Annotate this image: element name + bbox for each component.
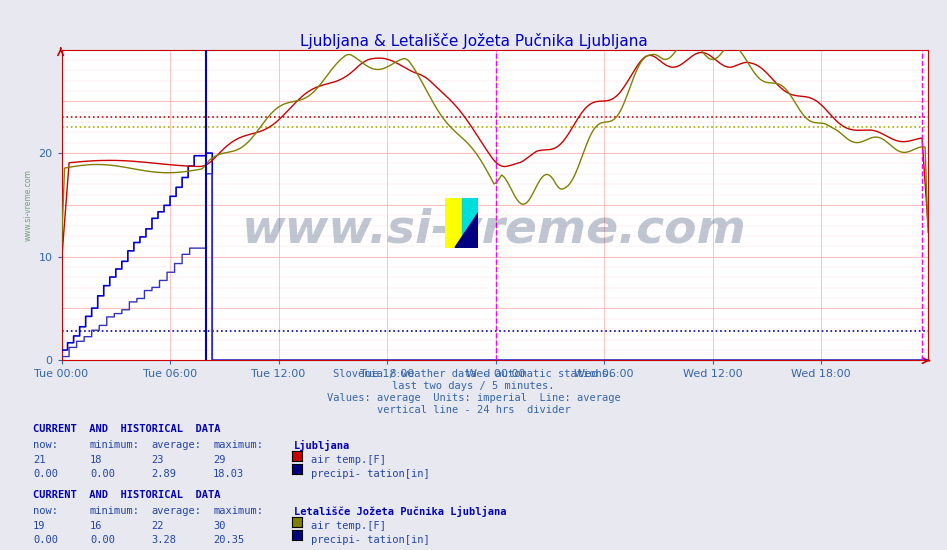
Text: 3.28: 3.28 xyxy=(152,535,176,544)
Text: 0.00: 0.00 xyxy=(33,469,58,478)
Text: vertical line - 24 hrs  divider: vertical line - 24 hrs divider xyxy=(377,405,570,415)
Text: average:: average: xyxy=(152,506,202,516)
Text: CURRENT  AND  HISTORICAL  DATA: CURRENT AND HISTORICAL DATA xyxy=(33,424,221,433)
Text: minimum:: minimum: xyxy=(90,506,140,516)
Text: precipi- tation[in]: precipi- tation[in] xyxy=(311,535,429,544)
Text: Letališče Jožeta Pučnika Ljubljana: Letališče Jožeta Pučnika Ljubljana xyxy=(294,506,506,517)
Text: www.si-vreme.com: www.si-vreme.com xyxy=(24,169,33,241)
Text: 2.89: 2.89 xyxy=(152,469,176,478)
Text: maximum:: maximum: xyxy=(213,506,263,516)
Text: Values: average  Units: imperial  Line: average: Values: average Units: imperial Line: av… xyxy=(327,393,620,403)
Text: precipi- tation[in]: precipi- tation[in] xyxy=(311,469,429,478)
Text: 18.03: 18.03 xyxy=(213,469,244,478)
Text: Slovenia / weather data - automatic stations.: Slovenia / weather data - automatic stat… xyxy=(333,368,614,378)
Text: 21: 21 xyxy=(33,455,45,465)
Text: minimum:: minimum: xyxy=(90,440,140,450)
Text: 18: 18 xyxy=(90,455,102,465)
Text: average:: average: xyxy=(152,440,202,450)
Text: 30: 30 xyxy=(213,521,225,531)
Text: 20.35: 20.35 xyxy=(213,535,244,544)
Text: 19: 19 xyxy=(33,521,45,531)
Polygon shape xyxy=(456,213,478,248)
Text: 0.00: 0.00 xyxy=(90,535,115,544)
Text: now:: now: xyxy=(33,506,58,516)
Bar xyxy=(445,198,462,248)
Text: 0.00: 0.00 xyxy=(90,469,115,478)
Bar xyxy=(462,198,478,248)
Text: 23: 23 xyxy=(152,455,164,465)
Text: air temp.[F]: air temp.[F] xyxy=(311,455,385,465)
Text: now:: now: xyxy=(33,440,58,450)
Text: CURRENT  AND  HISTORICAL  DATA: CURRENT AND HISTORICAL DATA xyxy=(33,490,221,499)
Text: maximum:: maximum: xyxy=(213,440,263,450)
Text: 22: 22 xyxy=(152,521,164,531)
Text: 29: 29 xyxy=(213,455,225,465)
Text: Ljubljana & Letališče Jožeta Pučnika Ljubljana: Ljubljana & Letališče Jožeta Pučnika Lju… xyxy=(299,33,648,49)
Text: www.si-vreme.com: www.si-vreme.com xyxy=(242,207,747,252)
Text: 0.00: 0.00 xyxy=(33,535,58,544)
Text: air temp.[F]: air temp.[F] xyxy=(311,521,385,531)
Text: last two days / 5 minutes.: last two days / 5 minutes. xyxy=(392,381,555,390)
Text: 16: 16 xyxy=(90,521,102,531)
Text: Ljubljana: Ljubljana xyxy=(294,440,349,451)
